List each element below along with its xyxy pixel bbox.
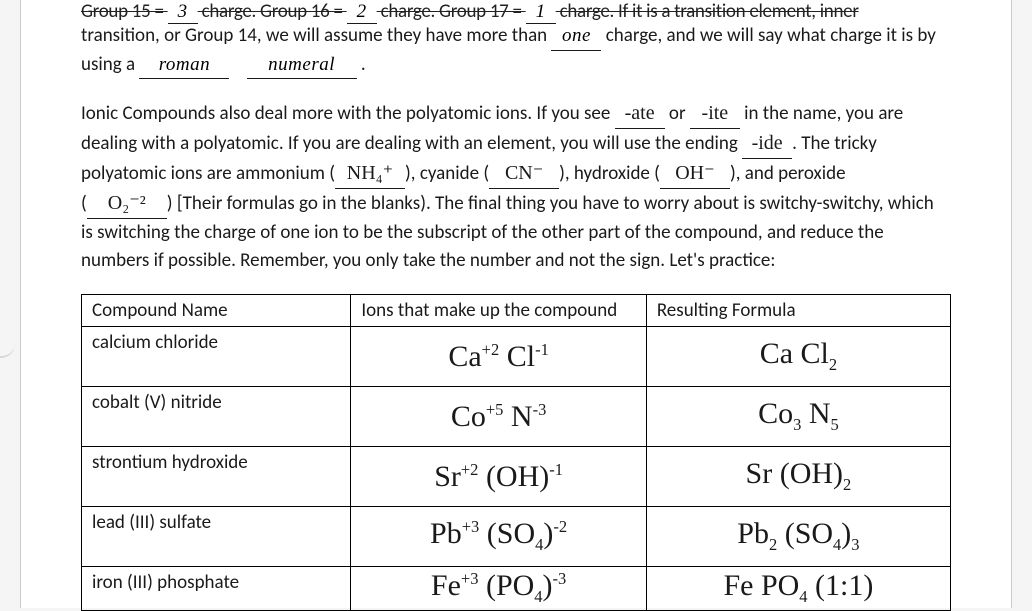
compounds-table: Compound Name Ions that make up the comp… [81, 294, 951, 611]
blank-oh: OH⁻ [660, 159, 730, 189]
worksheet-page: Group 15 = 3 charge. Group 16 = 2 charge… [20, 0, 1012, 608]
ions-formula: Ca+2 Cl-1 [448, 342, 549, 372]
text: charge, and we will say what charge it i… [606, 24, 936, 47]
formula-cell: Ca Cl2 [646, 327, 950, 387]
compound-name-cell: strontium hydroxide [82, 447, 351, 507]
paragraph-1: transition, or Group 14, we will assume … [81, 22, 951, 79]
blank-o2: O₂⁻² [87, 189, 167, 219]
blank-roman: roman [139, 51, 229, 80]
table-body: calcium chloride Ca+2 Cl-1 Ca Cl2 cobalt (V… [82, 327, 951, 611]
resulting-formula: Ca Cl2 [760, 339, 837, 374]
blank-ide: -ide [742, 129, 792, 159]
formula-cell: Pb2 (SO4)3 [646, 507, 950, 567]
table-row: calcium chloride Ca+2 Cl-1 Ca Cl2 [82, 327, 951, 387]
ions-cell: Pb+3 (SO4)-2 [351, 507, 646, 567]
top-cutoff-line: Group 15 = 3 charge. Group 16 = 2 charge… [81, 0, 951, 24]
text: transition, or Group 14, we will assume … [81, 24, 551, 47]
table-row: cobalt (V) nitride Co+5 N-3 Co3 N5 [82, 387, 951, 447]
ions-cell: Sr+2 (OH)-1 [351, 447, 646, 507]
compound-name-cell: iron (III) phosphate [82, 567, 351, 611]
col-formula: Resulting Formula [646, 295, 950, 327]
ions-formula: Sr+2 (OH)-1 [434, 462, 563, 492]
table-row: strontium hydroxide Sr+2 (OH)-1 Sr (OH)2 [82, 447, 951, 507]
compound-name-cell: cobalt (V) nitride [82, 387, 351, 447]
formula-cell: Sr (OH)2 [646, 447, 950, 507]
ions-cell: Fe+3 (PO4)-3 [351, 567, 646, 611]
ions-formula: Pb+3 (SO4)-2 [430, 519, 567, 554]
blank-one: one [551, 22, 601, 51]
formula-cell: Co3 N5 [646, 387, 950, 447]
col-compound-name: Compound Name [82, 295, 351, 327]
text: . [361, 53, 366, 76]
ions-cell: Co+5 N-3 [351, 387, 646, 447]
blank-ate: -ate [615, 99, 665, 129]
table-row: iron (III) phosphate Fe+3 (PO4)-3 Fe PO4 (… [82, 567, 951, 611]
ions-formula: Fe+3 (PO4)-3 [431, 571, 566, 606]
formula-cell: Fe PO4 (1:1) [646, 567, 950, 611]
blank-nh4: NH₄⁺ [335, 159, 405, 189]
resulting-formula: Pb2 (SO4)3 [737, 519, 859, 554]
blank-numeral: numeral [247, 51, 357, 80]
compound-name-cell: calcium chloride [82, 327, 351, 387]
compound-name-cell: lead (III) sulfate [82, 507, 351, 567]
resulting-formula: Sr (OH)2 [746, 459, 852, 494]
col-ions: Ions that make up the compound [351, 295, 646, 327]
table-row: lead (III) sulfate Pb+3 (SO4)-2 Pb2 (SO4)3 [82, 507, 951, 567]
blank-cn: CN⁻ [489, 159, 559, 189]
spiral-binding-hole [0, 330, 15, 358]
table-header-row: Compound Name Ions that make up the comp… [82, 295, 951, 327]
blank-ite: -ite [690, 99, 740, 129]
text: using a [81, 53, 139, 76]
resulting-formula: Co3 N5 [758, 399, 839, 434]
resulting-formula: Fe PO4 (1:1) [723, 571, 873, 606]
paragraph-2: Ionic Compounds also deal more with the … [81, 99, 951, 274]
ions-cell: Ca+2 Cl-1 [351, 327, 646, 387]
ions-formula: Co+5 N-3 [451, 402, 547, 432]
